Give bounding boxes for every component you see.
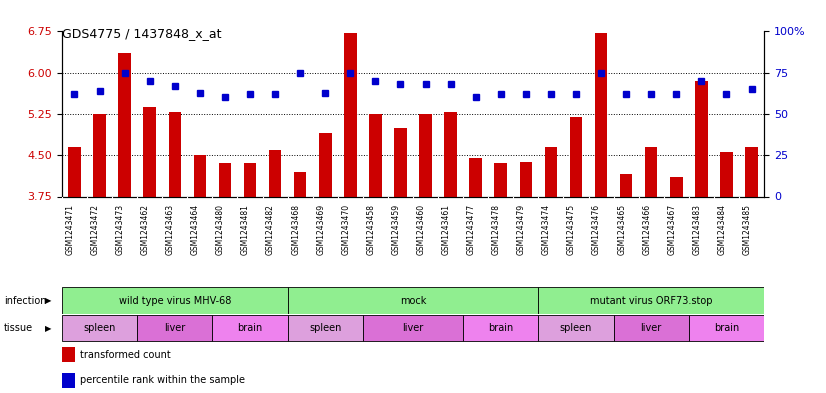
- Text: GSM1243484: GSM1243484: [718, 204, 726, 255]
- Text: GSM1243471: GSM1243471: [65, 204, 74, 255]
- Text: GSM1243480: GSM1243480: [216, 204, 225, 255]
- Bar: [369, 114, 382, 196]
- Bar: [570, 117, 582, 196]
- Bar: [193, 155, 206, 196]
- Bar: [212, 315, 287, 342]
- Text: GSM1243476: GSM1243476: [592, 204, 601, 255]
- Bar: [344, 33, 357, 196]
- Text: spleen: spleen: [560, 323, 592, 333]
- Text: GDS4775 / 1437848_x_at: GDS4775 / 1437848_x_at: [62, 28, 221, 40]
- Bar: [394, 128, 406, 196]
- Text: GSM1243485: GSM1243485: [743, 204, 752, 255]
- Bar: [444, 112, 457, 196]
- Text: liver: liver: [164, 323, 185, 333]
- Text: GSM1243483: GSM1243483: [692, 204, 701, 255]
- Text: GSM1243458: GSM1243458: [367, 204, 375, 255]
- Text: GSM1243482: GSM1243482: [266, 204, 275, 255]
- Bar: [495, 163, 507, 196]
- Text: GSM1243481: GSM1243481: [241, 204, 250, 255]
- Text: spleen: spleen: [83, 323, 116, 333]
- Text: GSM1243477: GSM1243477: [467, 204, 476, 255]
- Bar: [645, 147, 657, 196]
- Bar: [62, 373, 74, 388]
- Text: GSM1243459: GSM1243459: [392, 204, 401, 255]
- Text: spleen: spleen: [309, 323, 341, 333]
- Text: liver: liver: [402, 323, 424, 333]
- Bar: [219, 163, 231, 196]
- Text: brain: brain: [237, 323, 263, 333]
- Text: infection: infection: [4, 296, 46, 306]
- Bar: [144, 107, 156, 196]
- Bar: [69, 147, 81, 196]
- Bar: [169, 112, 181, 196]
- Text: mock: mock: [400, 296, 426, 306]
- Text: percentile rank within the sample: percentile rank within the sample: [79, 375, 244, 385]
- Bar: [287, 287, 539, 314]
- Bar: [62, 287, 287, 314]
- Bar: [620, 174, 633, 196]
- Bar: [539, 287, 764, 314]
- Text: liver: liver: [641, 323, 662, 333]
- Text: ▶: ▶: [45, 324, 52, 332]
- Bar: [595, 33, 607, 196]
- Bar: [294, 172, 306, 196]
- Bar: [695, 81, 708, 196]
- Text: GSM1243464: GSM1243464: [191, 204, 200, 255]
- Text: tissue: tissue: [4, 323, 33, 333]
- Bar: [689, 315, 764, 342]
- Text: GSM1243468: GSM1243468: [291, 204, 300, 255]
- Bar: [268, 150, 282, 196]
- Text: GSM1243473: GSM1243473: [116, 204, 125, 255]
- Text: GSM1243463: GSM1243463: [166, 204, 175, 255]
- Text: GSM1243461: GSM1243461: [442, 204, 451, 255]
- Text: GSM1243475: GSM1243475: [567, 204, 576, 255]
- Text: GSM1243470: GSM1243470: [341, 204, 350, 255]
- Bar: [137, 315, 212, 342]
- Text: brain: brain: [488, 323, 514, 333]
- Text: mutant virus ORF73.stop: mutant virus ORF73.stop: [590, 296, 713, 306]
- Text: GSM1243472: GSM1243472: [91, 204, 100, 255]
- Bar: [544, 147, 558, 196]
- Bar: [614, 315, 689, 342]
- Text: GSM1243469: GSM1243469: [316, 204, 325, 255]
- Text: GSM1243466: GSM1243466: [642, 204, 651, 255]
- Bar: [420, 114, 432, 196]
- Bar: [463, 315, 539, 342]
- Bar: [745, 147, 757, 196]
- Text: GSM1243465: GSM1243465: [617, 204, 626, 255]
- Bar: [720, 152, 733, 196]
- Bar: [244, 163, 256, 196]
- Text: wild type virus MHV-68: wild type virus MHV-68: [119, 296, 231, 306]
- Bar: [469, 158, 482, 196]
- Bar: [287, 315, 363, 342]
- Bar: [93, 114, 106, 196]
- Bar: [539, 315, 614, 342]
- Text: GSM1243474: GSM1243474: [542, 204, 551, 255]
- Bar: [62, 347, 74, 362]
- Text: transformed count: transformed count: [79, 350, 170, 360]
- Text: GSM1243460: GSM1243460: [416, 204, 425, 255]
- Bar: [520, 162, 532, 196]
- Text: ▶: ▶: [45, 296, 52, 305]
- Text: GSM1243478: GSM1243478: [491, 204, 501, 255]
- Bar: [62, 315, 137, 342]
- Bar: [670, 177, 682, 196]
- Bar: [118, 53, 131, 196]
- Text: GSM1243467: GSM1243467: [667, 204, 676, 255]
- Text: brain: brain: [714, 323, 739, 333]
- Bar: [363, 315, 463, 342]
- Text: GSM1243462: GSM1243462: [140, 204, 150, 255]
- Bar: [319, 133, 331, 196]
- Text: GSM1243479: GSM1243479: [517, 204, 526, 255]
